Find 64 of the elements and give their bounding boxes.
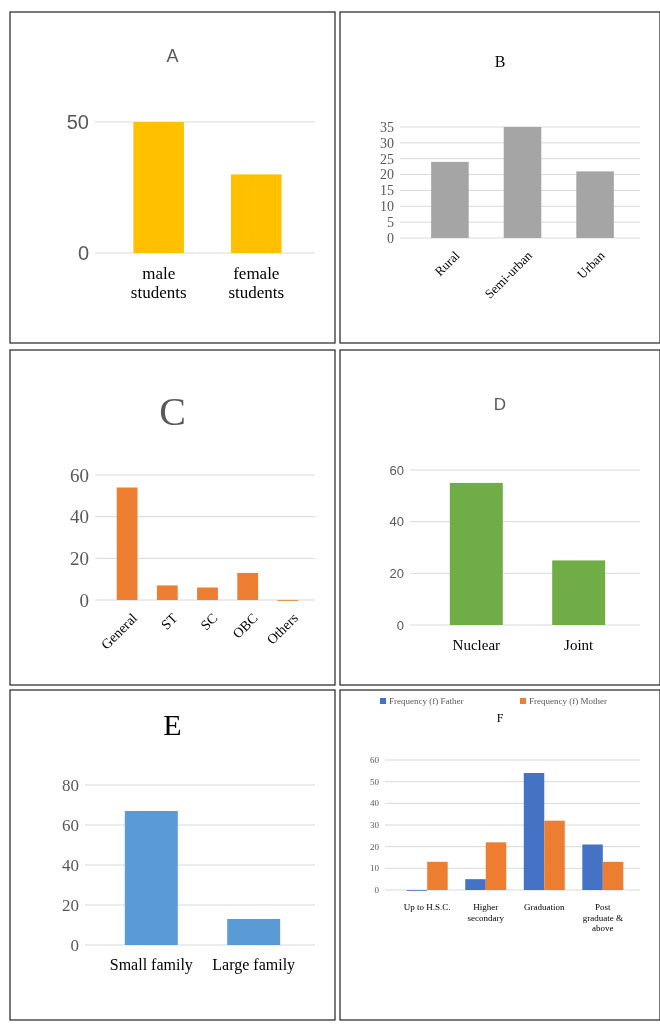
y-tick-label: 10 (370, 863, 380, 874)
y-tick-label: 20 (62, 895, 79, 915)
y-tick-label: 30 (380, 135, 394, 151)
y-tick-label: 10 (380, 199, 394, 215)
y-tick-label: 0 (374, 885, 380, 896)
bar (197, 587, 218, 600)
chart-title: D (493, 395, 507, 414)
x-tick-label: Up to H.S.C. (403, 902, 451, 913)
y-tick-label: 40 (62, 855, 79, 875)
y-tick-label: 20 (70, 547, 89, 569)
y-tick-label: 60 (370, 755, 380, 766)
x-tick-label: Nuclear (452, 636, 501, 653)
bar (485, 842, 507, 890)
y-tick-label: 50 (66, 111, 89, 133)
y-tick-label: 30 (370, 820, 380, 831)
y-tick-label: 60 (70, 464, 89, 486)
y-tick-label: 5 (387, 215, 394, 231)
y-tick-label: 0 (79, 589, 89, 611)
x-tick-label: Large family (212, 956, 296, 975)
y-tick-label: 20 (389, 565, 404, 581)
bar (544, 820, 565, 890)
x-tick-label: female students (228, 263, 285, 303)
x-tick-label: ST (158, 610, 181, 633)
y-tick-label: 40 (70, 506, 89, 528)
y-tick-label: 60 (389, 462, 404, 478)
bar (427, 861, 448, 890)
bar (523, 773, 545, 890)
x-tick-label: Joint (564, 636, 595, 653)
chart-title: E (163, 708, 182, 741)
y-tick-label: 0 (396, 617, 404, 633)
x-tick-label: Small family (109, 956, 193, 975)
bar (237, 572, 259, 600)
y-tick-label: 0 (70, 935, 79, 955)
y-tick-label: 35 (380, 119, 394, 135)
bar (116, 487, 138, 600)
y-tick-label: 0 (387, 230, 394, 246)
y-tick-label: 80 (62, 775, 79, 795)
y-tick-label: 20 (380, 167, 394, 183)
y-tick-label: 40 (370, 798, 380, 809)
y-tick-label: 25 (380, 151, 394, 167)
chart-title: C (159, 389, 186, 434)
x-tick-label: SC (197, 610, 221, 634)
x-tick-label: Post graduate & above (582, 902, 623, 933)
y-tick-label: 0 (77, 242, 89, 264)
bar (465, 879, 486, 890)
x-tick-label: Higher secondary (467, 902, 505, 923)
bar (576, 171, 614, 238)
bar (431, 161, 469, 238)
y-tick-label: 50 (370, 776, 380, 787)
chart-title: F (496, 711, 504, 725)
x-tick-label: Graduation (524, 902, 566, 913)
chart-title: B (494, 53, 506, 70)
y-tick-label: 60 (62, 815, 79, 835)
legend-label: Frequency (f) Father (389, 696, 464, 706)
bar (156, 585, 178, 600)
bar (582, 844, 603, 890)
y-tick-label: 40 (389, 514, 404, 530)
bar (503, 127, 542, 238)
chart-title: A (166, 46, 179, 66)
y-tick-label: 20 (370, 841, 380, 852)
x-tick-label: male students (130, 263, 187, 303)
y-tick-label: 15 (380, 183, 394, 199)
bar (602, 861, 624, 890)
legend-label: Frequency (f) Mother (529, 696, 607, 706)
